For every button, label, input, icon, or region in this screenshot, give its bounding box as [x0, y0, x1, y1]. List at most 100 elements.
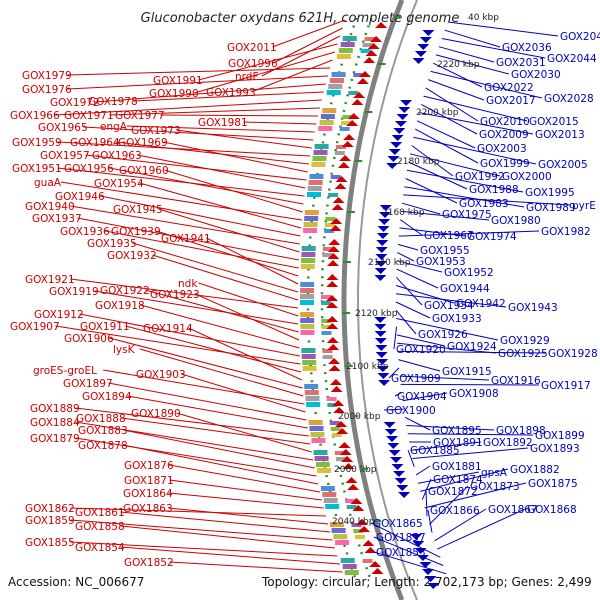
minus-strand-arrow: [424, 576, 437, 582]
gene-label-line: [397, 350, 547, 354]
gene-label-line: [139, 348, 304, 397]
gene-label-line: [163, 141, 308, 173]
minus-strand-arrow: [419, 37, 432, 43]
gene-label-line: [438, 46, 495, 63]
cog-block: [301, 258, 316, 263]
gene-label-line: [145, 289, 299, 333]
gene-label-plus: GOX1945: [113, 204, 163, 216]
plus-strand-arrow: [363, 57, 376, 63]
gene-label-plus: GOX1977: [115, 110, 165, 122]
tick-label: 2080 kbp: [338, 412, 381, 422]
gene-label-minus: GOX1967: [424, 230, 474, 242]
cog-block: [300, 324, 315, 329]
gene-label-line: [370, 522, 441, 558]
gene-label-plus: GOX1951: [12, 163, 62, 175]
minus-strand-arrow: [374, 317, 387, 323]
minus-strand-arrow: [417, 555, 429, 561]
minus-strand-arrow: [398, 107, 411, 113]
cog-block: [345, 499, 356, 503]
plus-strand-arrow: [342, 463, 355, 469]
cog-block: [309, 426, 324, 431]
gene-label-minus: GOX1867: [488, 504, 538, 516]
cog-block: [355, 535, 365, 539]
gene-label-line: [55, 325, 301, 365]
gene-label-minus: GOX1920: [396, 344, 446, 356]
cog-block: [329, 522, 344, 527]
gene-label-plus: GOX1959: [12, 137, 62, 149]
plus-strand-arrow: [341, 141, 354, 147]
minus-strand-arrow: [379, 205, 392, 211]
gene-label-minus: GOX1952: [444, 267, 494, 279]
gene-label-line: [168, 507, 329, 525]
gene-label-minus: GOX1934: [424, 300, 474, 312]
cog-block: [331, 433, 342, 437]
cog-block: [301, 246, 316, 251]
gene-label-line: [397, 243, 419, 251]
cog-block: [322, 349, 333, 353]
gene-label-plus: GOX1903: [136, 369, 186, 381]
gene-label-line: [67, 75, 329, 90]
cog-block: [340, 558, 355, 563]
minus-strand-arrow: [396, 114, 409, 120]
gene-label-plus: GOX1883: [78, 425, 128, 437]
gene-label-line: [120, 511, 331, 533]
minus-strand-arrow: [376, 240, 389, 246]
gene-label-line: [400, 383, 540, 386]
cog-block: [334, 451, 345, 455]
plus-strand-arrow: [339, 155, 352, 161]
gene-label-line: [132, 242, 299, 293]
gene-label-plus: GOX1935: [87, 238, 137, 250]
gene-label-line: [401, 210, 490, 221]
gene-label-minus: GOX1980: [491, 215, 541, 227]
tick-label: 2040 kbp: [332, 517, 375, 527]
tick-label: 2200 kbp: [416, 108, 459, 118]
gene-label-line: [394, 392, 402, 397]
gene-label-line: [420, 468, 509, 492]
gene-label-line: [67, 67, 331, 76]
gene-label-line: [139, 182, 302, 229]
gene-label-line: [406, 425, 495, 431]
gene-label-line: [176, 129, 312, 149]
minus-strand-arrow: [390, 457, 402, 463]
gene-label-line: [137, 154, 306, 189]
gene-label-minus: GOX1904: [397, 391, 447, 403]
cog-block: [323, 498, 338, 503]
gene-label-plus: GOX1863: [123, 503, 173, 515]
gene-label-line: [169, 464, 320, 493]
tick-label: 2100 kbp: [346, 362, 389, 372]
gene-label-line: [427, 509, 433, 533]
minus-strand-arrow: [374, 268, 387, 274]
cog-block: [324, 229, 335, 233]
gene-label-plus: engA: [100, 121, 128, 133]
gene-label-plus: GOX1973: [131, 125, 181, 137]
cog-block: [304, 384, 319, 389]
cog-block: [310, 432, 325, 437]
minus-strand-arrow: [419, 562, 432, 568]
gene-label-line: [411, 145, 454, 177]
cog-block: [353, 73, 364, 77]
gene-label-plus: GOX1888: [76, 413, 126, 425]
gene-label-line: [120, 546, 340, 565]
gene-label-plus: GOX1919: [49, 286, 99, 298]
gene-label-minus: GOX1975: [442, 209, 492, 221]
cog-block: [321, 301, 331, 305]
cog-block: [342, 115, 353, 119]
gene-label-minus: GOX2000: [502, 171, 552, 183]
gene-label-line: [388, 367, 400, 379]
gene-label-minus: GOX2015: [529, 116, 579, 128]
gene-label-line: [397, 252, 415, 262]
plus-strand-arrow: [337, 162, 350, 168]
cog-block: [315, 462, 330, 467]
gene-label-line: [169, 479, 322, 501]
cog-block: [328, 193, 339, 197]
cog-block: [364, 37, 375, 41]
gene-label-line: [429, 485, 469, 525]
gene-label-line: [70, 541, 338, 557]
minus-strand-arrow: [387, 156, 400, 162]
plus-strand-arrow: [343, 134, 356, 140]
gene-label-plus: GOX1889: [30, 403, 80, 415]
minus-strand-arrow: [410, 534, 422, 540]
cog-block: [330, 175, 341, 179]
gene-label-plus: nrdF: [235, 71, 259, 83]
cog-block: [331, 528, 346, 533]
